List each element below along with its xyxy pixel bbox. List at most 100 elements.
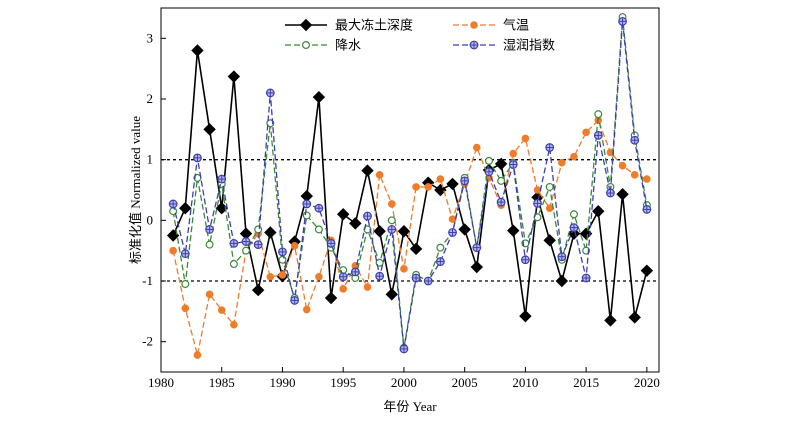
data-point: [630, 135, 640, 145]
x-tick-label: 1985: [209, 375, 235, 390]
data-point: [545, 143, 555, 152]
data-point: [314, 203, 324, 213]
data-point: [302, 199, 312, 209]
data-point: [497, 176, 506, 185]
legend-label: 最大冻土深度: [335, 18, 413, 33]
data-point: [290, 242, 299, 250]
y-tick-label: 3: [147, 30, 154, 45]
data-point: [423, 276, 433, 286]
series-line: [172, 17, 648, 348]
data-point: [520, 255, 530, 265]
data-point: [253, 240, 263, 250]
series-line: [172, 21, 648, 350]
legend-marker: [299, 18, 313, 32]
data-point: [229, 238, 239, 248]
data-point: [411, 273, 421, 283]
data-point: [326, 238, 336, 248]
data-point: [361, 164, 374, 177]
data-point: [229, 260, 238, 269]
data-point: [180, 249, 190, 259]
data-point: [555, 274, 569, 288]
data-point: [557, 252, 567, 262]
data-point: [324, 291, 338, 305]
data-point: [181, 304, 190, 313]
data-point: [315, 272, 323, 281]
data-point: [168, 199, 178, 209]
data-point: [519, 309, 532, 323]
data-point: [409, 242, 423, 256]
series-layer: [166, 13, 654, 359]
y-tick-label: 1: [147, 152, 154, 167]
data-point: [217, 306, 226, 314]
data-point: [278, 247, 287, 257]
data-point: [460, 176, 470, 186]
data-point: [254, 225, 263, 234]
data-point: [533, 213, 542, 222]
data-point: [363, 211, 372, 221]
data-point: [387, 225, 397, 234]
data-point: [205, 240, 214, 249]
data-point: [435, 257, 445, 266]
data-point: [397, 225, 411, 238]
data-point: [242, 246, 251, 255]
data-point: [484, 156, 493, 165]
data-point: [191, 44, 204, 57]
data-point: [581, 273, 591, 283]
data-point: [205, 225, 214, 234]
data-point: [558, 158, 566, 167]
data-point: [179, 201, 192, 215]
data-point: [472, 243, 482, 253]
data-point: [387, 216, 396, 225]
data-point: [521, 134, 530, 143]
data-point: [643, 175, 651, 183]
data-point: [302, 305, 311, 314]
y-tick-label: 2: [147, 91, 154, 106]
x-tick-label: 1990: [269, 375, 295, 390]
y-tick-label: 0: [147, 212, 154, 227]
data-point: [582, 128, 590, 137]
legend-marker: [470, 21, 478, 29]
data-point: [616, 188, 629, 201]
data-point: [278, 271, 287, 279]
data-point: [494, 157, 508, 171]
y-tick-label: -2: [142, 334, 153, 349]
legend-item: 降水: [285, 38, 361, 53]
data-point: [424, 183, 433, 191]
y-axis-label: 标准化值 Normalized value: [128, 116, 143, 264]
data-point: [339, 285, 347, 293]
legend-item: 湿润指数: [453, 38, 555, 53]
x-axis-label: 年份 Year: [383, 399, 437, 414]
data-point: [338, 272, 348, 282]
data-point: [594, 110, 603, 119]
data-point: [642, 205, 652, 214]
series-4: [168, 16, 652, 354]
legend-label: 降水: [335, 38, 361, 53]
series-1: [166, 44, 654, 327]
data-point: [509, 149, 518, 158]
data-point: [399, 344, 409, 354]
data-point: [592, 205, 605, 218]
series-line: [172, 50, 648, 321]
data-point: [448, 228, 457, 237]
data-point: [628, 311, 641, 324]
legend-label: 气温: [503, 18, 529, 33]
data-point: [604, 314, 617, 327]
data-point: [312, 90, 326, 104]
data-point: [508, 160, 518, 169]
legend-item: 气温: [453, 18, 529, 33]
data-point: [227, 70, 241, 83]
y-tick-label: -1: [142, 273, 153, 288]
data-point: [458, 223, 471, 236]
data-point: [193, 351, 202, 359]
x-tick-label: 1980: [148, 375, 174, 390]
data-point: [375, 271, 385, 281]
x-tick-label: 1995: [330, 375, 356, 390]
data-point: [181, 280, 190, 289]
data-point: [230, 320, 238, 329]
legend-marker: [302, 40, 311, 49]
data-point: [251, 283, 265, 297]
data-point: [630, 171, 639, 179]
data-point: [436, 175, 445, 183]
data-point: [593, 130, 603, 140]
